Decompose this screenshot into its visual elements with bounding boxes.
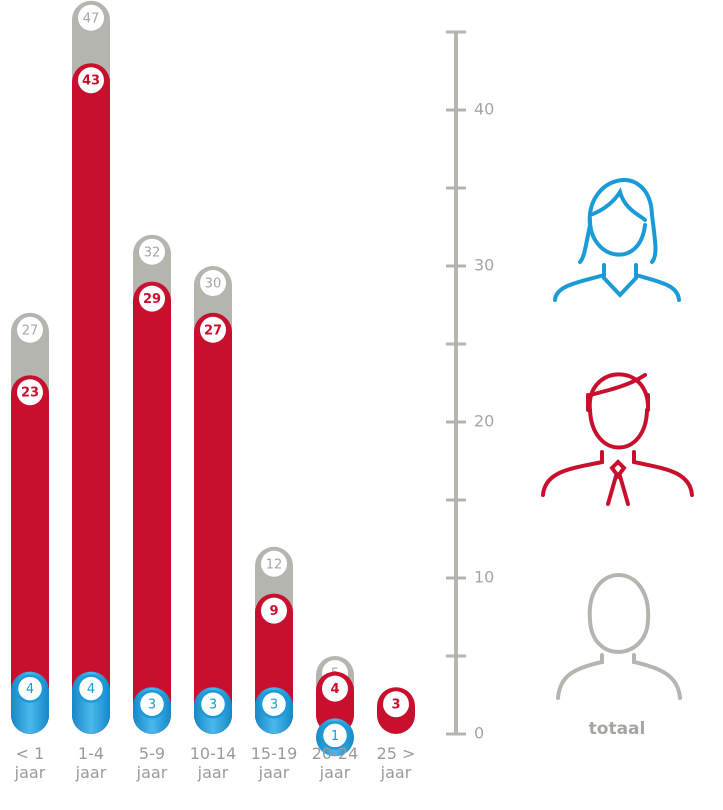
value-badge — [139, 285, 165, 312]
value-badge — [78, 4, 104, 31]
bar — [194, 312, 232, 734]
value-badge — [198, 689, 228, 719]
x-tick-label: 15-19 jaar — [250, 744, 298, 782]
value-label: 47 — [83, 11, 100, 26]
value-label: 43 — [82, 74, 100, 89]
value-badge — [17, 316, 43, 343]
x-tick-label: 25 > jaar — [376, 744, 416, 782]
icon-male — [541, 372, 694, 506]
y-tick-label: 20 — [474, 412, 494, 431]
x-tick-label: 20-24 jaar — [311, 744, 359, 782]
y-tick-label: 40 — [474, 100, 494, 119]
value-badge — [76, 674, 106, 703]
legend-label: totaal — [589, 719, 646, 739]
value-badge — [17, 379, 43, 406]
x-tick-label: 5-9 jaar — [136, 744, 168, 782]
value-label: 4 — [330, 682, 339, 697]
value-label: 32 — [144, 245, 161, 260]
value-badge — [322, 675, 348, 702]
value-label: 23 — [21, 386, 39, 401]
bar — [133, 281, 171, 734]
value-label: 9 — [269, 604, 278, 619]
value-label: 3 — [209, 698, 217, 713]
value-badge — [261, 550, 287, 577]
value-badge — [200, 270, 226, 296]
value-badge — [261, 597, 287, 624]
value-badge — [139, 238, 165, 265]
value-label: 4 — [26, 682, 34, 697]
value-badge — [137, 689, 167, 719]
bar — [72, 63, 110, 734]
value-badge — [383, 691, 409, 718]
x-tick-label: < 1 jaar — [14, 744, 46, 782]
value-label: 27 — [22, 323, 39, 338]
bar — [11, 375, 49, 734]
x-tick-label: 10-14 jaar — [189, 744, 237, 782]
value-badge — [15, 674, 45, 703]
value-label: 1 — [331, 729, 339, 744]
x-tick-label: 1-4 jaar — [75, 744, 107, 782]
icon-total — [556, 573, 682, 700]
value-label: 29 — [143, 292, 161, 307]
value-label: 3 — [270, 698, 278, 713]
value-label: 4 — [87, 682, 95, 697]
value-label: 3 — [391, 698, 400, 713]
value-label: 3 — [148, 698, 156, 713]
value-badge — [200, 316, 226, 343]
y-tick-label: 0 — [474, 724, 484, 743]
value-label: 27 — [204, 323, 222, 338]
y-tick-label: 10 — [474, 568, 494, 587]
y-tick-label: 30 — [474, 256, 494, 275]
value-badge — [78, 67, 104, 94]
value-label: 12 — [266, 557, 283, 572]
value-badge — [259, 689, 289, 719]
value-badge — [320, 721, 350, 750]
icon-female — [553, 178, 681, 302]
value-label: 30 — [205, 277, 222, 292]
